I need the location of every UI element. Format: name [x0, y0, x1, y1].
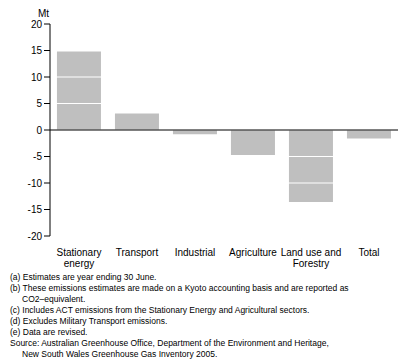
svg-text:-20: -20 [28, 231, 43, 242]
html-text:(a) Estimates are year ending: (a) Estimates are year ending 30 June. [10, 272, 157, 282]
html-text:(e) Data are revised.: (e) Data are revised. [10, 327, 88, 337]
html-text:(b) These emissions estimates: (b) These emissions estimates are made o… [10, 283, 349, 293]
html-text:(d) Excludes Military Transpor: (d) Excludes Military Transport emission… [10, 316, 168, 326]
svg-text:15: 15 [31, 45, 43, 56]
svg-text:20: 20 [31, 19, 43, 30]
svg-text:Transport: Transport [116, 247, 159, 258]
svg-text:Agriculture: Agriculture [229, 247, 277, 258]
html-text:Mt: Mt [38, 8, 50, 19]
svg-text:0: 0 [36, 125, 42, 136]
html-text:(c) Includes ACT emissions fro: (c) Includes ACT emissions from the Stat… [10, 305, 310, 315]
svg-text:10: 10 [31, 72, 43, 83]
svg-text:Total: Total [358, 247, 379, 258]
svg-text:Land use andForestry: Land use andForestry [281, 247, 342, 269]
svg-text:5: 5 [36, 98, 42, 109]
html-text:Source: Australian Greenhouse: Source: Australian Greenhouse Office, De… [10, 338, 329, 348]
svg-text:Industrial: Industrial [175, 247, 216, 258]
svg-text:-5: -5 [33, 151, 42, 162]
svg-text:-10: -10 [28, 178, 43, 189]
svg-text:Stationaryenergy: Stationaryenergy [56, 247, 101, 269]
html-text:New South Wales Greenhouse Gas: New South Wales Greenhouse Gas Inventory… [22, 349, 218, 359]
svg-text:-15: -15 [28, 204, 43, 215]
html-text:CO2–equivalent.: CO2–equivalent. [22, 294, 86, 304]
